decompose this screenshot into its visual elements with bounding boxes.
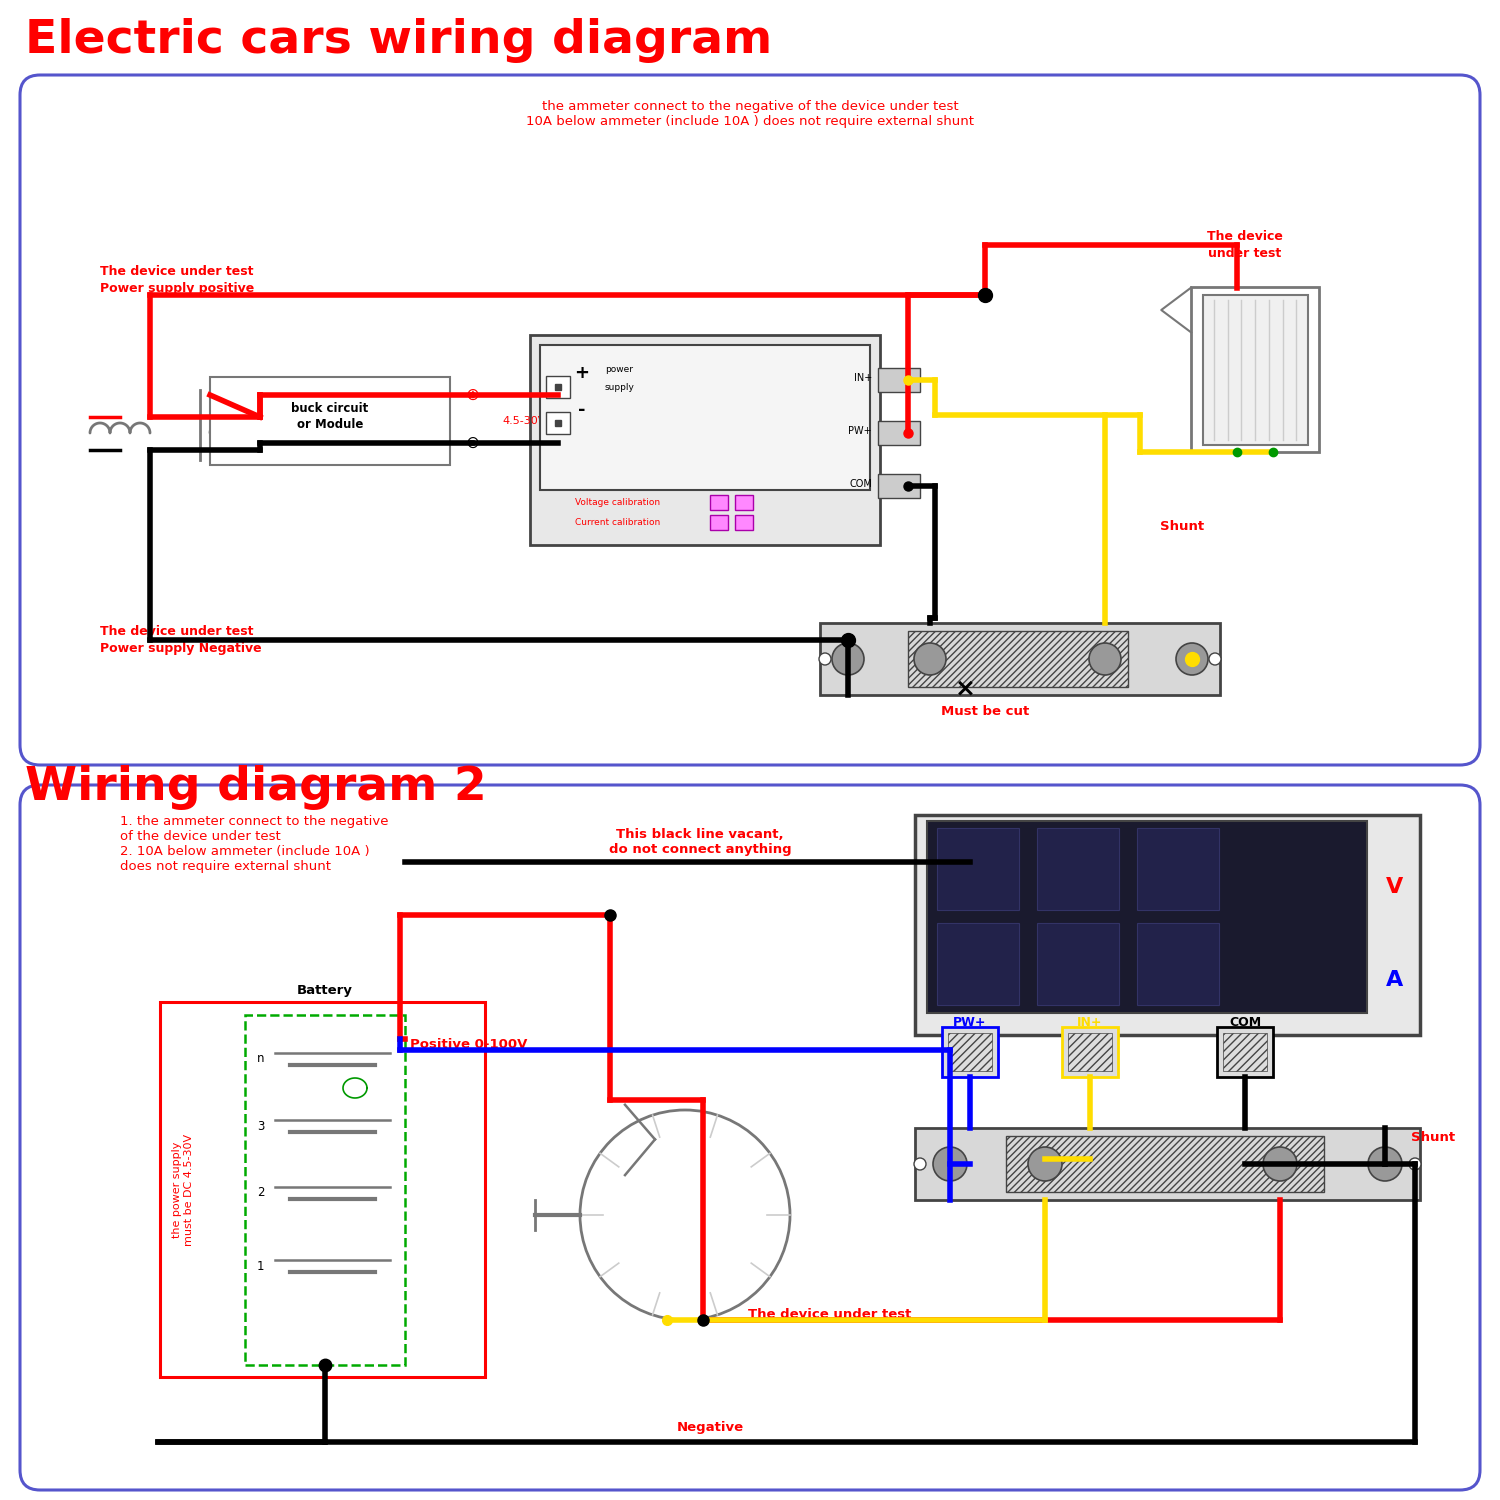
Bar xyxy=(1068,1034,1112,1071)
Bar xyxy=(878,474,920,498)
Text: Current calibration: Current calibration xyxy=(574,519,660,528)
Bar xyxy=(710,514,728,529)
Bar xyxy=(735,514,753,529)
Text: Positive 0-100V: Positive 0-100V xyxy=(410,1038,528,1052)
Text: V: V xyxy=(1386,878,1404,897)
Bar xyxy=(938,922,1019,1005)
Bar xyxy=(948,1034,992,1071)
Text: Negative: Negative xyxy=(676,1422,744,1434)
FancyBboxPatch shape xyxy=(20,75,1480,765)
Bar xyxy=(1137,922,1220,1005)
Text: 3: 3 xyxy=(256,1119,264,1132)
Circle shape xyxy=(1368,1148,1402,1180)
Text: -: - xyxy=(579,400,585,418)
Text: Shunt: Shunt xyxy=(1160,520,1204,532)
Text: Wiring diagram 2: Wiring diagram 2 xyxy=(26,765,486,810)
Text: The device under test: The device under test xyxy=(748,1308,912,1322)
Circle shape xyxy=(1408,1158,1420,1170)
Bar xyxy=(1062,1028,1118,1077)
Text: power: power xyxy=(604,366,633,375)
Text: COM: COM xyxy=(849,478,871,489)
Text: 2: 2 xyxy=(256,1186,264,1200)
Bar xyxy=(878,422,920,446)
Bar xyxy=(540,345,870,490)
Bar xyxy=(878,368,920,392)
Text: PW+: PW+ xyxy=(849,426,871,436)
Bar xyxy=(942,1028,998,1077)
Bar xyxy=(915,815,1420,1035)
Bar xyxy=(1216,1028,1274,1077)
Bar xyxy=(938,828,1019,910)
Text: Battery: Battery xyxy=(297,984,352,998)
Text: the ammeter connect to the negative of the device under test
10A below ammeter (: the ammeter connect to the negative of t… xyxy=(526,100,974,128)
Bar xyxy=(1007,1136,1324,1192)
Circle shape xyxy=(1209,652,1221,664)
Text: IN+: IN+ xyxy=(1077,1017,1102,1029)
Bar xyxy=(546,376,570,398)
Text: ⊕: ⊕ xyxy=(465,386,478,404)
Text: +: + xyxy=(574,364,590,382)
Text: ⊖: ⊖ xyxy=(465,433,478,451)
Circle shape xyxy=(819,652,831,664)
Circle shape xyxy=(914,1158,926,1170)
Bar xyxy=(210,376,450,465)
Text: This black line vacant,
do not connect anything: This black line vacant, do not connect a… xyxy=(609,828,792,856)
Bar xyxy=(1137,828,1220,910)
Circle shape xyxy=(833,644,864,675)
Circle shape xyxy=(1089,644,1120,675)
Bar xyxy=(1191,288,1318,453)
Bar xyxy=(710,495,728,510)
Bar xyxy=(546,413,570,434)
Bar xyxy=(915,1128,1420,1200)
Bar xyxy=(1036,922,1119,1005)
Text: ×: × xyxy=(954,676,975,700)
Text: Electric cars wiring diagram: Electric cars wiring diagram xyxy=(26,18,772,63)
Bar xyxy=(735,495,753,510)
Text: Voltage calibration: Voltage calibration xyxy=(574,498,660,507)
Text: the power supply
must be DC 4.5-30V: the power supply must be DC 4.5-30V xyxy=(172,1134,194,1246)
Text: n: n xyxy=(256,1053,264,1065)
Bar xyxy=(530,334,880,544)
Text: 1. the ammeter connect to the negative
of the device under test
2. 10A below amm: 1. the ammeter connect to the negative o… xyxy=(120,815,388,873)
Text: IN+: IN+ xyxy=(853,374,871,382)
Text: buck circuit
or Module: buck circuit or Module xyxy=(291,402,369,430)
Circle shape xyxy=(1028,1148,1062,1180)
Text: A: A xyxy=(1386,970,1404,990)
Text: The device under test
Power supply positive: The device under test Power supply posit… xyxy=(100,266,254,296)
Circle shape xyxy=(914,644,946,675)
Bar xyxy=(1222,1034,1268,1071)
Text: Shunt: Shunt xyxy=(1412,1131,1455,1144)
Circle shape xyxy=(1176,644,1208,675)
Text: supply: supply xyxy=(604,382,634,392)
Text: PW+: PW+ xyxy=(954,1017,987,1029)
FancyBboxPatch shape xyxy=(20,784,1480,1490)
Bar xyxy=(244,1016,405,1365)
Bar xyxy=(927,821,1366,1013)
Text: The device under test
Power supply Negative: The device under test Power supply Negat… xyxy=(100,626,261,656)
Text: Must be cut: Must be cut xyxy=(940,705,1029,718)
Text: 4.5-30V: 4.5-30V xyxy=(503,416,546,426)
Bar xyxy=(160,1002,485,1377)
Bar xyxy=(908,632,1128,687)
Circle shape xyxy=(933,1148,968,1180)
Bar xyxy=(1036,828,1119,910)
Circle shape xyxy=(1263,1148,1298,1180)
Text: COM: COM xyxy=(1228,1017,1262,1029)
Text: The device
under test: The device under test xyxy=(1208,230,1282,260)
Bar xyxy=(821,622,1220,694)
Text: 1: 1 xyxy=(256,1260,264,1272)
Bar xyxy=(1203,296,1308,446)
